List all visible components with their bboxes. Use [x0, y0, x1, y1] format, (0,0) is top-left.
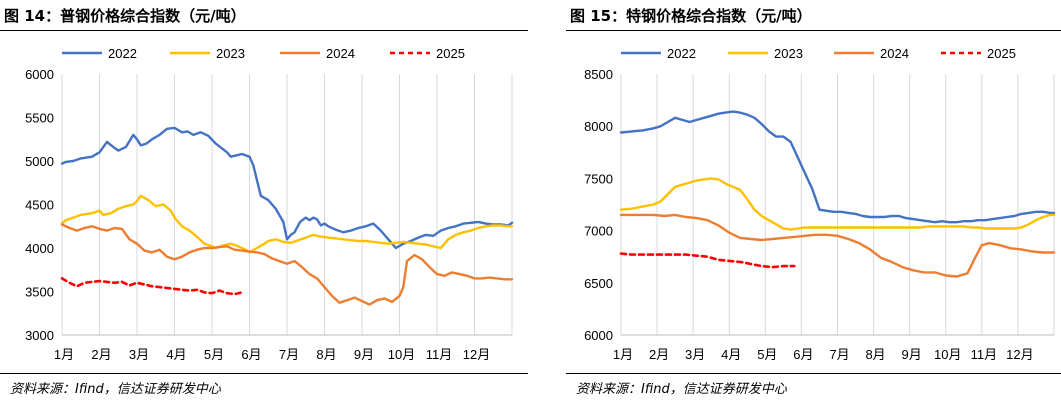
series-line-2023 — [619, 177, 1056, 231]
series-line-2022 — [60, 126, 514, 250]
x-tick-label: 6月 — [793, 347, 813, 362]
series-line-2023 — [60, 194, 514, 254]
legend-label-2022: 2022 — [108, 46, 137, 61]
chart-title-bar: 图 14：普钢价格综合指数（元/吨） — [0, 0, 528, 31]
source-text: 资料来源：Ifind，信达证券研发中心 — [576, 382, 787, 397]
y-tick-label: 4500 — [25, 198, 54, 213]
source-note: 资料来源：Ifind，信达证券研发中心 — [566, 373, 1061, 402]
legend-label-2024: 2024 — [326, 46, 355, 61]
y-tick-label: 5000 — [25, 154, 54, 169]
x-tick-label: 5月 — [204, 347, 224, 362]
legend-label-2023: 2023 — [774, 46, 803, 61]
y-tick-label: 7500 — [584, 171, 613, 186]
x-tick-label: 11月 — [971, 347, 998, 362]
chart-title: 图 15：特钢价格综合指数（元/吨） — [570, 7, 812, 25]
legend-label-2025: 2025 — [987, 46, 1016, 61]
x-tick-label: 9月 — [902, 347, 922, 362]
y-tick-label: 6000 — [25, 67, 54, 82]
x-tick-label: 10月 — [388, 347, 415, 362]
x-tick-label: 7月 — [829, 347, 849, 362]
y-tick-label: 6500 — [584, 276, 613, 291]
series-line-2025 — [619, 252, 796, 269]
x-tick-label: 8月 — [865, 347, 885, 362]
x-tick-label: 4月 — [721, 347, 741, 362]
y-tick-label: 8500 — [584, 67, 613, 82]
series-line-2024 — [619, 213, 1056, 278]
legend-label-2023: 2023 — [216, 46, 245, 61]
x-tick-label: 1月 — [613, 347, 633, 362]
series-line-2022 — [619, 110, 1056, 224]
x-tick-label: 8月 — [316, 347, 336, 362]
x-tick-label: 2月 — [649, 347, 669, 362]
y-tick-label: 8000 — [584, 119, 613, 134]
x-tick-label: 7月 — [279, 347, 299, 362]
x-tick-label: 12月 — [1006, 347, 1033, 362]
x-tick-label: 12月 — [463, 347, 490, 362]
x-tick-label: 10月 — [934, 347, 961, 362]
chart-title-bar: 图 15：特钢价格综合指数（元/吨） — [566, 0, 1061, 31]
chart-title: 图 14：普钢价格综合指数（元/吨） — [4, 7, 246, 25]
x-tick-label: 3月 — [129, 347, 149, 362]
legend-label-2022: 2022 — [667, 46, 696, 61]
x-tick-label: 3月 — [685, 347, 705, 362]
x-tick-label: 6月 — [241, 347, 261, 362]
series-line-2024 — [60, 223, 514, 306]
chart-panel-steel-index: 图 14：普钢价格综合指数（元/吨） 3000 3500 4000 4500 5000 5… — [0, 0, 528, 401]
x-tick-label: 1月 — [54, 347, 74, 362]
source-text: 资料来源：Ifind，信达证券研发中心 — [10, 382, 221, 397]
series-line-2025 — [60, 277, 244, 296]
x-tick-label: 11月 — [426, 347, 453, 362]
y-tick-label: 3000 — [25, 328, 54, 343]
y-tick-label: 5500 — [25, 111, 54, 126]
legend-label-2024: 2024 — [880, 46, 909, 61]
x-tick-label: 9月 — [354, 347, 374, 362]
line-chart-ordinary-steel: 3000 3500 4000 4500 5000 5500 6000 1月 2月 3月 4月 5月 6月… — [25, 46, 514, 362]
source-note: 资料来源：Ifind，信达证券研发中心 — [0, 373, 528, 402]
x-tick-label: 2月 — [91, 347, 111, 362]
legend-label-2025: 2025 — [436, 46, 465, 61]
y-tick-label: 3500 — [25, 285, 54, 300]
line-chart-special-steel: 6000 6500 7000 7500 8000 8500 1月 2月 3月 4月 5月 6月 7月 8月… — [584, 46, 1056, 362]
x-tick-label: 4月 — [166, 347, 186, 362]
chart-panel-special-steel-index: 图 15：特钢价格综合指数（元/吨） 6000 6500 7000 7500 8000 8… — [566, 0, 1061, 401]
x-tick-label: 5月 — [757, 347, 777, 362]
y-tick-label: 7000 — [584, 224, 613, 239]
y-tick-label: 4000 — [25, 241, 54, 256]
y-tick-label: 6000 — [584, 328, 613, 343]
